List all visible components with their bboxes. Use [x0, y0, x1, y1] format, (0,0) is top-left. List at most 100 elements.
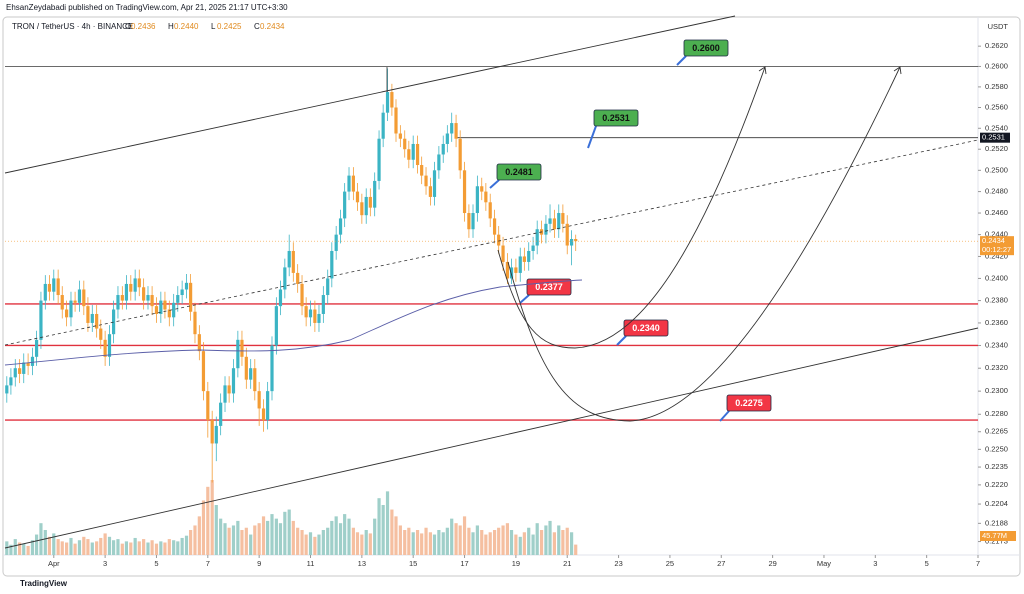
volume-bar	[214, 505, 218, 555]
candle-body	[484, 191, 488, 203]
volume-bar	[432, 534, 437, 555]
volume-bar	[445, 527, 449, 555]
x-tick-label: 21	[563, 559, 571, 568]
volume-bar	[308, 532, 313, 555]
volume-bar	[261, 516, 266, 555]
annotation-box	[726, 394, 772, 412]
volume-bar	[403, 530, 407, 555]
y-tick-label: 0.2580	[985, 82, 1008, 91]
candle-body	[219, 402, 223, 426]
volume-bar	[527, 527, 531, 555]
volume-bar	[5, 541, 9, 555]
y-tick-label: 0.2188	[985, 518, 1008, 527]
candle-body	[214, 425, 218, 444]
volume-bar	[231, 525, 236, 555]
x-tick-label: 9	[257, 559, 261, 568]
annotation-label: 0.2377	[535, 282, 563, 292]
y-tick-label: 0.2520	[985, 144, 1008, 153]
candle-body	[107, 334, 112, 357]
candle-body	[505, 261, 510, 279]
chart-frame	[2, 16, 1021, 577]
volume-bar	[467, 527, 471, 555]
volume-bar	[561, 530, 565, 555]
volume-bar	[531, 534, 535, 555]
candle-body	[172, 302, 176, 318]
candle-body	[146, 295, 150, 301]
volume-bar	[552, 532, 556, 555]
volume-bar	[103, 533, 107, 555]
volume-bar	[497, 527, 501, 555]
candle-body	[471, 213, 475, 230]
candle-body	[548, 218, 552, 224]
countdown: 00:12:27	[982, 245, 1011, 254]
candle-body	[13, 368, 17, 378]
candle-body	[73, 300, 77, 303]
annotation-arrow	[489, 179, 500, 189]
volume-bar	[154, 543, 159, 555]
volume-bar	[124, 541, 129, 555]
volume-bar	[437, 530, 441, 555]
candle-body	[129, 283, 133, 292]
candle-body	[18, 368, 22, 374]
candle-body	[253, 368, 257, 392]
ohlc-value: 0.2440	[174, 22, 199, 31]
candle-body	[497, 234, 501, 246]
volume-bar	[373, 518, 377, 555]
volume-bar	[30, 540, 35, 555]
y-tick-label: 0.2300	[985, 386, 1008, 395]
candle-body	[240, 339, 244, 357]
candle-body	[432, 170, 437, 197]
annotation-arrow	[587, 125, 597, 149]
candle-body	[308, 309, 313, 318]
candle-body	[133, 278, 137, 292]
volume-bar	[385, 491, 390, 555]
y-tick-label: 0.2440	[985, 230, 1008, 239]
volume-value-label: 45.77M	[982, 531, 1007, 540]
y-tick-label: 0.2460	[985, 208, 1008, 217]
annotation-arrow	[719, 410, 730, 422]
candle-body	[278, 289, 283, 307]
volume-bar	[565, 527, 569, 555]
volume-bar	[304, 534, 308, 555]
candle-body	[574, 238, 578, 242]
volume-bar	[394, 516, 398, 555]
y-tick-label: 0.2320	[985, 363, 1008, 372]
candle-body	[343, 191, 347, 219]
candle-body	[95, 313, 99, 329]
candle-body	[394, 107, 398, 134]
candle-body	[338, 218, 343, 235]
candle-body	[454, 123, 458, 139]
volume-bar	[548, 520, 552, 555]
candle-body	[480, 186, 484, 192]
annotation-box	[496, 163, 542, 181]
volume-bar	[411, 532, 415, 555]
candle-body	[368, 196, 372, 208]
volume-bar	[544, 525, 548, 555]
volume-bar	[347, 518, 351, 555]
candle-body	[274, 306, 278, 346]
candle-body	[475, 186, 479, 214]
annotation-arrow	[519, 294, 530, 304]
volume-bar	[291, 520, 295, 555]
y-tick-label: 0.2250	[985, 444, 1008, 453]
volume-bar	[176, 541, 180, 555]
candle-body	[569, 238, 574, 246]
x-tick-label: 7	[976, 559, 980, 568]
level-axis-label: 0.2531	[982, 133, 1005, 142]
y-tick-label: 0.2340	[985, 340, 1008, 349]
y-tick-label: 0.2500	[985, 165, 1008, 174]
candle-body	[300, 283, 304, 307]
volume-bar	[509, 530, 514, 555]
annotation-box	[593, 109, 639, 127]
x-tick-label: 25	[666, 559, 674, 568]
candle-body	[26, 362, 30, 366]
candle-body	[390, 92, 394, 108]
candle-body	[120, 295, 124, 301]
candle-body	[5, 385, 9, 394]
candle-body	[150, 295, 154, 307]
volume-bar	[522, 532, 526, 555]
candle-body	[9, 377, 13, 386]
y-tick-label: 0.2400	[985, 273, 1008, 282]
x-tick-label: 5	[154, 559, 158, 568]
